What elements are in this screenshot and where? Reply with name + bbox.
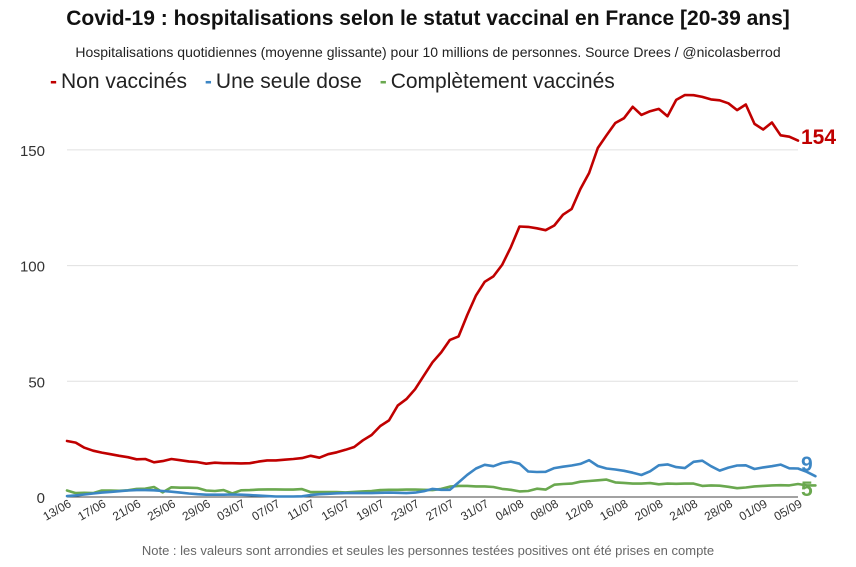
x-tick-label: 31/07 — [458, 496, 491, 523]
x-tick-label: 11/07 — [285, 496, 318, 523]
end-value-label-2: 5 — [801, 478, 813, 501]
legend: - Non vaccinés - Une seule dose - Complètem… — [50, 70, 627, 94]
x-tick-label: 15/07 — [319, 496, 352, 523]
series-line-0 — [65, 93, 800, 466]
x-tick-label: 29/06 — [180, 496, 213, 523]
x-tick-label: 21/06 — [110, 496, 143, 523]
x-tick-label: 13/06 — [40, 496, 73, 523]
series-line-1 — [65, 458, 817, 498]
legend-swatch: - — [204, 70, 212, 93]
x-tick-label: 12/08 — [563, 496, 596, 523]
legend-swatch: - — [379, 70, 387, 93]
x-tick-label: 08/08 — [528, 496, 561, 523]
x-tick-label: 16/08 — [597, 496, 630, 523]
y-tick-label: 0 — [37, 490, 45, 507]
end-value-label-0: 154 — [801, 126, 836, 149]
x-tick-label: 01/09 — [737, 496, 770, 523]
x-tick-label: 07/07 — [249, 496, 282, 523]
y-tick-label: 150 — [20, 143, 45, 160]
legend-label: Complètement vaccinés — [390, 70, 615, 93]
x-tick-label: 28/08 — [702, 496, 735, 523]
x-tick-label: 04/08 — [493, 496, 526, 523]
x-tick-label: 03/07 — [215, 496, 248, 523]
x-tick-label: 24/08 — [667, 496, 700, 523]
x-tick-label: 05/09 — [771, 496, 804, 523]
end-value-label-1: 9 — [801, 453, 813, 476]
x-tick-label: 19/07 — [354, 496, 387, 523]
x-tick-label: 20/08 — [632, 496, 665, 523]
legend-swatch: - — [50, 70, 57, 93]
chart-title: Covid-19 : hospitalisations selon le sta… — [66, 7, 790, 30]
x-tick-label: 25/06 — [145, 496, 178, 523]
x-tick-label: 27/07 — [423, 496, 456, 523]
chart-note: Note : les valeurs sont arrondies et seu… — [141, 543, 715, 558]
chart-subtitle: Hospitalisations quotidiennes (moyenne g… — [75, 44, 781, 60]
legend-label: Une seule dose — [215, 70, 362, 93]
legend-label: Non vaccinés — [61, 70, 188, 93]
legend-item-une-seule-dose: - Une seule dose — [205, 70, 362, 93]
y-tick-label: 100 — [20, 259, 45, 276]
y-tick-label: 50 — [28, 374, 45, 391]
legend-item-completement-vaccines: - Complètement vaccinés — [380, 70, 615, 93]
x-tick-label: 23/07 — [389, 496, 422, 523]
x-tick-label: 17/06 — [75, 496, 108, 523]
legend-item-non-vaccines: - Non vaccinés — [50, 70, 187, 93]
